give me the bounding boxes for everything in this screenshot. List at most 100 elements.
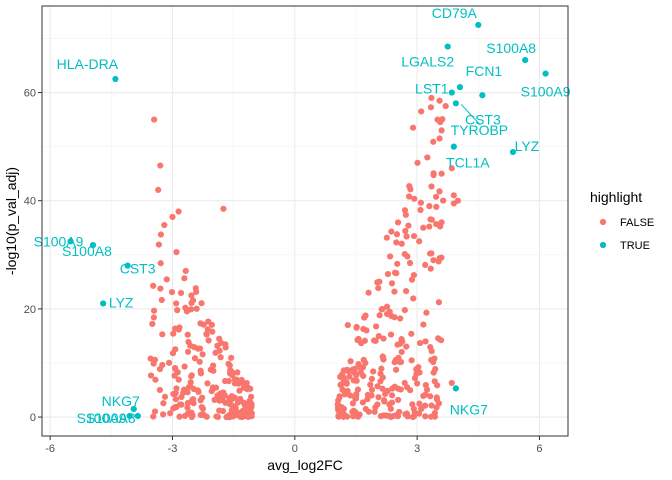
point-label: LYZ xyxy=(109,294,134,310)
data-point-false xyxy=(355,336,361,342)
y-tick-label: 0 xyxy=(30,412,36,424)
data-point-false xyxy=(434,382,440,388)
data-point-false xyxy=(151,308,157,314)
data-point-false xyxy=(379,306,385,312)
data-point-false xyxy=(234,379,240,385)
data-point-false xyxy=(385,271,391,277)
data-point-false xyxy=(176,414,182,420)
y-axis-title: -log10(p_val_adj) xyxy=(3,167,19,275)
data-point-false xyxy=(360,326,366,332)
point-label: TCL1A xyxy=(446,155,490,171)
data-point-false xyxy=(340,374,346,380)
data-point-false xyxy=(352,370,358,376)
data-point-false xyxy=(164,276,170,282)
data-point-false xyxy=(436,188,442,194)
point-label: NKG7 xyxy=(450,401,488,417)
data-point-false xyxy=(417,340,423,346)
data-point-false xyxy=(181,275,187,281)
data-point-false xyxy=(364,396,370,402)
data-point-false xyxy=(436,98,442,104)
data-point-false xyxy=(239,414,245,420)
data-point-false xyxy=(206,337,212,343)
data-point-false xyxy=(388,331,394,337)
data-point-false xyxy=(381,412,387,418)
data-point-false xyxy=(157,162,163,168)
data-point-false xyxy=(416,369,422,375)
data-point-true xyxy=(475,22,481,28)
data-point-false xyxy=(395,397,401,403)
legend-title: highlight xyxy=(590,189,642,205)
data-point-false xyxy=(393,270,399,276)
data-point-false xyxy=(354,378,360,384)
data-point-false xyxy=(197,368,203,374)
point-label: LST1 xyxy=(415,81,449,97)
data-point-false xyxy=(152,408,158,414)
data-point-false xyxy=(182,413,188,419)
data-point-false xyxy=(397,315,403,321)
data-point-false xyxy=(189,412,195,418)
data-point-false xyxy=(398,386,404,392)
x-axis-title: avg_log2FC xyxy=(267,457,343,473)
data-point-false xyxy=(247,398,253,404)
data-point-false xyxy=(172,404,178,410)
data-point-false xyxy=(184,389,190,395)
data-point-false xyxy=(403,343,409,349)
data-point-false xyxy=(197,397,203,403)
data-point-false xyxy=(374,279,380,285)
data-point-false xyxy=(423,310,429,316)
data-point-false xyxy=(151,116,157,122)
data-point-false xyxy=(394,231,400,237)
data-point-false xyxy=(228,355,234,361)
data-point-false xyxy=(407,260,413,266)
data-point-false xyxy=(346,374,352,380)
data-point-false xyxy=(351,412,357,418)
data-point-false xyxy=(420,393,426,399)
data-point-false xyxy=(156,242,162,248)
data-point-true xyxy=(112,76,118,82)
data-point-false xyxy=(158,260,164,266)
data-point-false xyxy=(428,250,434,256)
data-point-false xyxy=(402,207,408,213)
data-point-false xyxy=(189,372,195,378)
data-point-false xyxy=(430,257,436,263)
data-point-false xyxy=(438,127,444,133)
data-point-false xyxy=(396,359,402,365)
data-point-false xyxy=(173,396,179,402)
data-point-true xyxy=(445,43,451,49)
data-point-false xyxy=(360,373,366,379)
data-point-true xyxy=(522,57,528,63)
data-point-false xyxy=(404,253,410,259)
data-point-false xyxy=(402,307,408,313)
data-point-false xyxy=(367,382,373,388)
data-point-false xyxy=(192,355,198,361)
data-point-false xyxy=(366,290,372,296)
data-point-false xyxy=(424,154,430,160)
legend-key-point xyxy=(600,219,606,225)
data-point-false xyxy=(213,413,219,419)
data-point-false xyxy=(241,385,247,391)
data-point-false xyxy=(392,384,398,390)
data-point-false xyxy=(375,285,381,291)
data-point-true xyxy=(453,100,459,106)
data-point-false xyxy=(388,406,394,412)
data-point-false xyxy=(380,353,386,359)
data-point-false xyxy=(348,358,354,364)
data-point-false xyxy=(210,368,216,374)
data-point-false xyxy=(182,305,188,311)
data-point-false xyxy=(449,380,455,386)
data-point-false xyxy=(185,339,191,345)
data-point-false xyxy=(218,354,224,360)
data-point-false xyxy=(157,366,163,372)
data-point-false xyxy=(422,262,428,268)
data-point-false xyxy=(190,400,196,406)
data-point-false xyxy=(399,241,405,247)
data-point-false xyxy=(428,183,434,189)
data-point-false xyxy=(159,297,165,303)
data-point-false xyxy=(176,327,182,333)
data-point-false xyxy=(152,377,158,383)
data-point-false xyxy=(167,410,173,416)
data-point-false xyxy=(169,214,175,220)
data-point-false xyxy=(451,192,457,198)
data-point-false xyxy=(433,194,439,200)
data-point-false xyxy=(409,357,415,363)
